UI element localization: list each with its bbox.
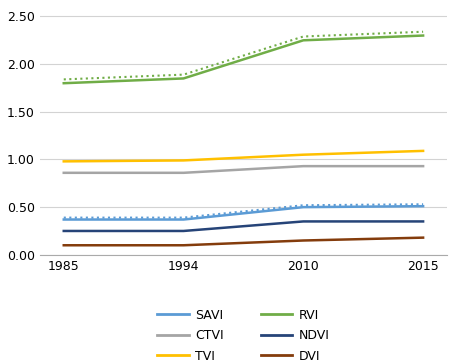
Legend: SAVI, CTVI, TVI, RVI, NDVI, DVI: SAVI, CTVI, TVI, RVI, NDVI, DVI	[153, 304, 335, 364]
